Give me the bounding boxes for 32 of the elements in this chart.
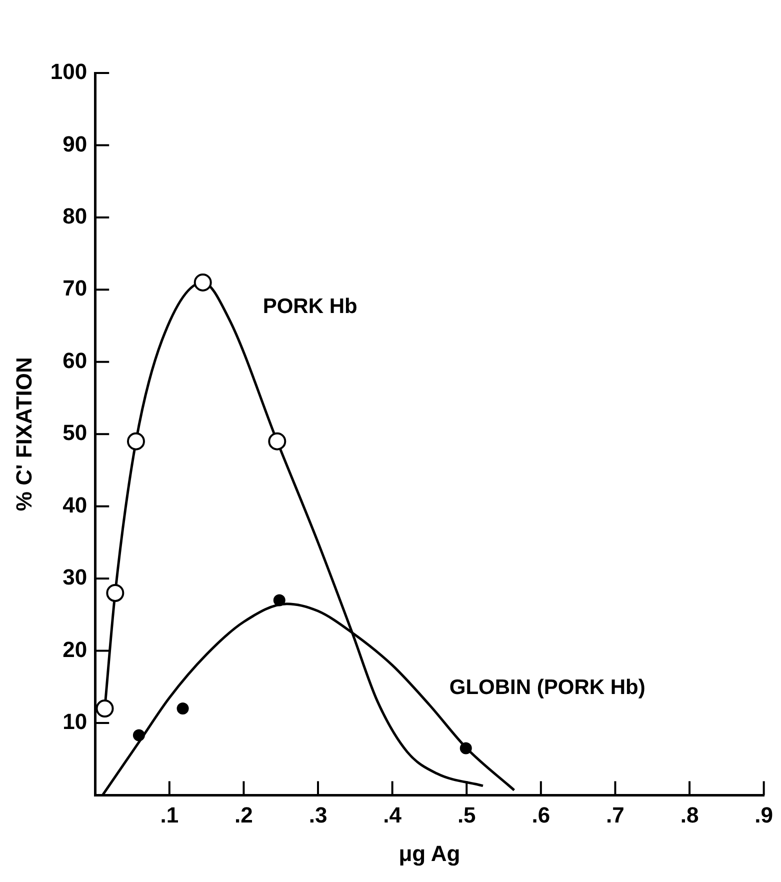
x-tick-label: .3 — [308, 802, 328, 828]
x-tick-label: .9 — [754, 802, 774, 828]
y-tick-label: 10 — [62, 709, 88, 734]
point — [273, 594, 286, 606]
y-tick-label: 90 — [62, 131, 88, 156]
x-tick-label: .8 — [680, 802, 699, 828]
point — [126, 432, 145, 450]
x-tick-label: .2 — [234, 802, 253, 828]
x-tick-label: .1 — [160, 802, 179, 828]
x-axis-title: μg Ag — [398, 840, 460, 866]
y-tick-label: 40 — [62, 492, 88, 518]
text: GLOBIN (PORK Hb) — [449, 676, 646, 700]
y-tick-label: 100 — [50, 59, 88, 84]
point — [268, 432, 286, 450]
x-tick-label: .6 — [532, 802, 550, 828]
x-tick-label: .5 — [457, 802, 476, 828]
point — [132, 729, 145, 742]
y-tick-label: 70 — [62, 276, 88, 301]
point — [460, 742, 472, 754]
point — [176, 702, 189, 715]
y-tick-label: 60 — [62, 348, 88, 373]
point — [106, 584, 124, 602]
x-tick-label: .7 — [606, 802, 624, 828]
y-tick-label: 20 — [62, 636, 88, 662]
y-tick-label: 30 — [62, 564, 88, 590]
x-tick-label: .4 — [383, 802, 402, 828]
y-tick-label: 80 — [62, 204, 88, 229]
point — [96, 700, 114, 718]
point — [194, 273, 212, 292]
y-tick-label: 50 — [62, 420, 88, 446]
y-axis-title: % C' FIXATION — [11, 357, 36, 512]
text: PORK Hb — [262, 295, 358, 318]
